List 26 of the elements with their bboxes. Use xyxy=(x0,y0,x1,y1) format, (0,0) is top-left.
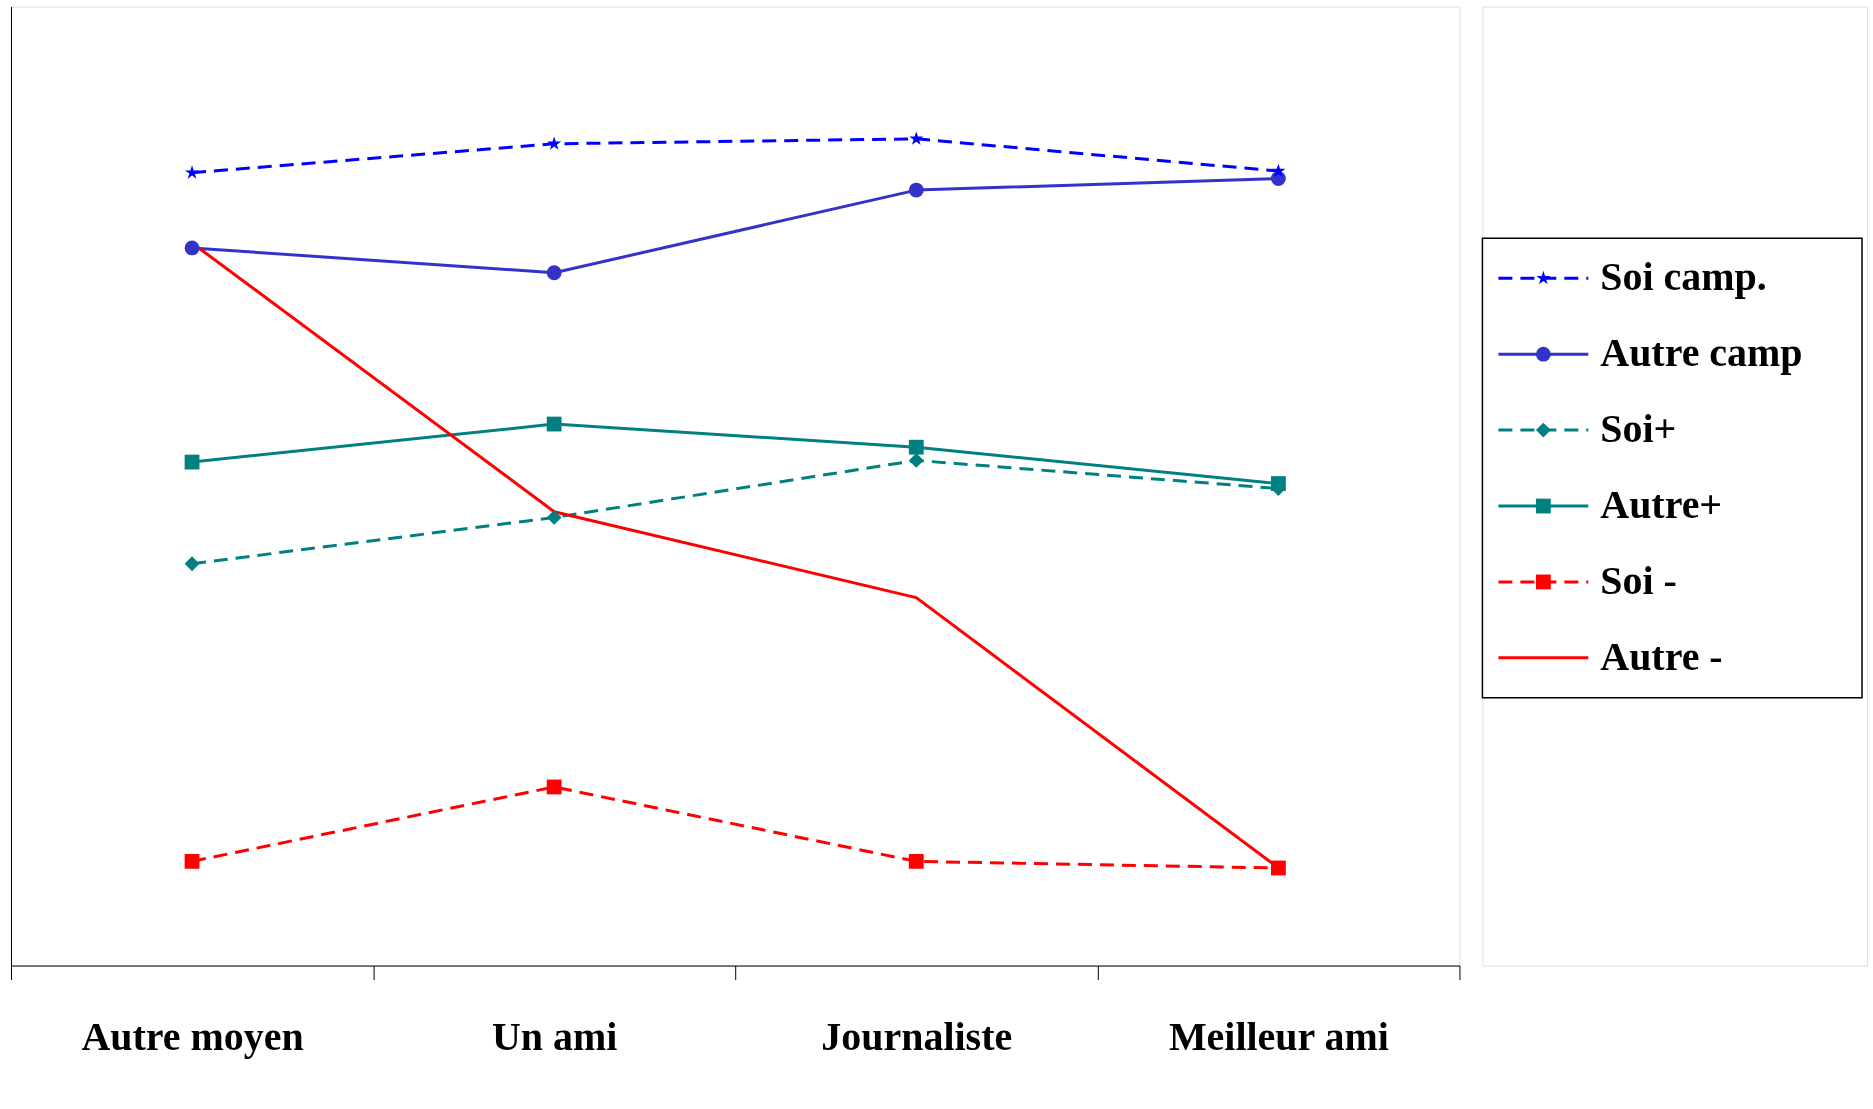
point xyxy=(908,453,924,468)
point xyxy=(546,510,562,525)
x-tick-label: Journaliste xyxy=(821,1013,1013,1059)
point xyxy=(1271,163,1286,178)
point xyxy=(908,439,924,455)
x-tick-label: Meilleur ami xyxy=(1168,1013,1389,1059)
point xyxy=(908,853,924,869)
legend-label: Autre - xyxy=(1600,633,1723,679)
point xyxy=(908,182,924,198)
point xyxy=(547,136,562,150)
point xyxy=(184,853,200,869)
x-tick-label: Un ami xyxy=(491,1013,618,1059)
x-tick-label: Autre moyen xyxy=(81,1013,304,1059)
legend-label: Autre camp xyxy=(1600,330,1803,376)
point xyxy=(546,265,562,281)
point xyxy=(546,416,562,432)
legend-label: Soi+ xyxy=(1600,406,1677,452)
point xyxy=(184,240,200,256)
point xyxy=(909,131,924,145)
point xyxy=(1270,860,1286,876)
legend-label: Soi camp. xyxy=(1600,254,1767,300)
point xyxy=(185,165,200,179)
legend-label: Soi - xyxy=(1600,557,1677,603)
point xyxy=(184,556,200,572)
point xyxy=(546,779,562,795)
legend-label: Autre+ xyxy=(1600,482,1723,528)
